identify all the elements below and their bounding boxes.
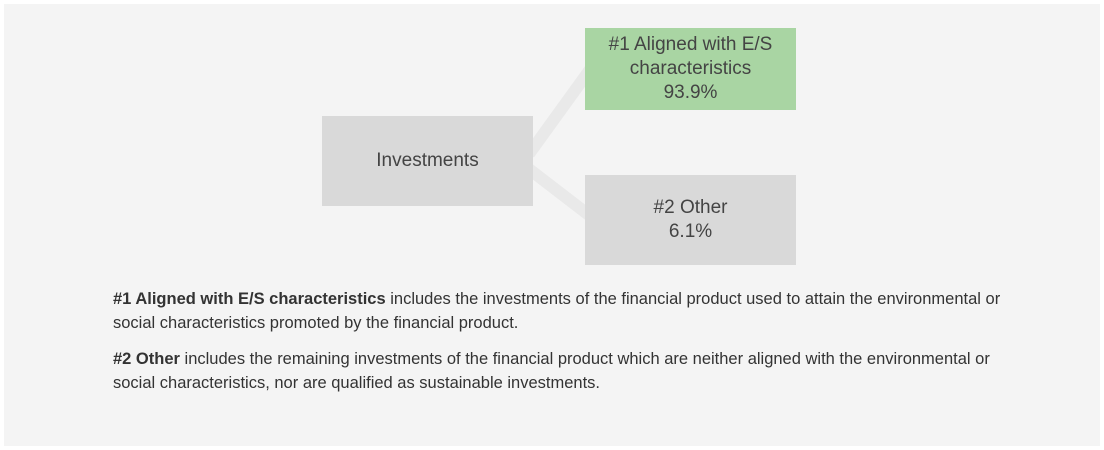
note-term: #2 Other bbox=[113, 350, 180, 368]
root-node: Investments bbox=[322, 116, 533, 206]
connector bbox=[524, 60, 599, 158]
panel: Investments #1 Aligned with E/S characte… bbox=[4, 4, 1100, 446]
node-value: 93.9% bbox=[663, 82, 718, 103]
note-text: includes the remaining investments of th… bbox=[113, 350, 990, 392]
node-label: Investments bbox=[376, 150, 479, 171]
aligned-node: #1 Aligned with E/S characteristics 93.9… bbox=[585, 28, 796, 110]
other-node: #2 Other 6.1% bbox=[585, 175, 796, 265]
node-label: #1 Aligned with E/S characteristics bbox=[608, 34, 773, 79]
note-term: #1 Aligned with E/S characteristics bbox=[113, 290, 386, 308]
note: #1 Aligned with E/S characteristics incl… bbox=[113, 287, 1013, 335]
node-value: 6.1% bbox=[668, 221, 713, 242]
note: #2 Other includes the remaining investme… bbox=[113, 347, 1013, 395]
note-text: includes the investments of the financia… bbox=[113, 290, 1001, 332]
connector bbox=[525, 164, 598, 224]
node-label: #2 Other bbox=[653, 197, 728, 218]
connectors bbox=[524, 60, 599, 224]
